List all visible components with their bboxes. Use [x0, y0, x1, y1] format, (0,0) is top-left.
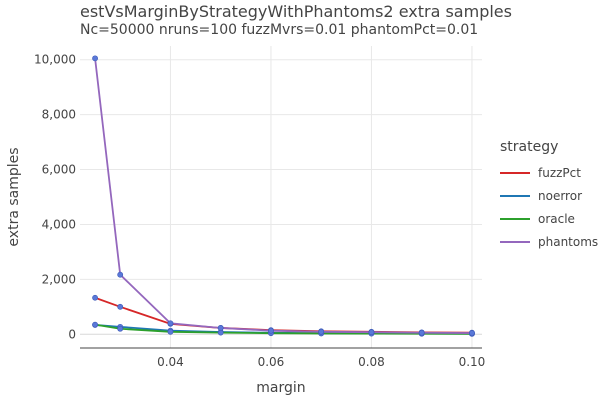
legend-title: strategy: [500, 139, 558, 155]
data-point-phantoms: [92, 55, 98, 62]
legend-item-label: phantoms: [538, 235, 598, 249]
series-line-phantoms: [94, 58, 472, 334]
data-point-phantoms: [368, 329, 375, 336]
y-tick-label: 6,000: [42, 163, 76, 177]
x-tick-label: 0.10: [459, 355, 486, 369]
legend-item-label: fuzzPct: [538, 166, 581, 180]
data-point-oracle: [167, 328, 174, 335]
chart-subtitle: Nc=50000 nruns=100 fuzzMvrs=0.01 phantom…: [80, 22, 479, 38]
data-point-fuzzPct: [92, 294, 98, 301]
data-point-phantoms: [117, 271, 124, 278]
data-point-fuzzPct: [117, 303, 124, 310]
x-tick-label: 0.06: [258, 355, 285, 369]
y-tick-label: 2,000: [42, 272, 76, 286]
data-point-oracle: [92, 321, 98, 328]
y-axis-title: extra samples: [6, 147, 22, 246]
x-tick-label: 0.04: [157, 355, 184, 369]
chart-title: estVsMarginByStrategyWithPhantoms2 extra…: [80, 2, 512, 21]
y-tick-label: 0: [68, 327, 76, 341]
x-tick-label: 0.08: [358, 355, 385, 369]
y-tick-label: 8,000: [42, 108, 76, 122]
data-point-phantoms: [268, 327, 274, 334]
data-point-oracle: [117, 325, 124, 332]
data-point-phantoms: [318, 328, 325, 335]
data-point-phantoms: [217, 325, 224, 331]
legend-item-label: oracle: [538, 212, 575, 226]
legend-item-label: noerror: [538, 189, 582, 203]
data-point-phantoms: [167, 320, 174, 327]
series-line-fuzzPct: [94, 296, 472, 334]
data-point-phantoms: [469, 330, 475, 336]
y-tick-label: 4,000: [42, 217, 76, 231]
y-tick-label: 10,000: [34, 53, 76, 67]
data-point-phantoms: [418, 329, 425, 336]
x-axis-title: margin: [256, 380, 305, 396]
